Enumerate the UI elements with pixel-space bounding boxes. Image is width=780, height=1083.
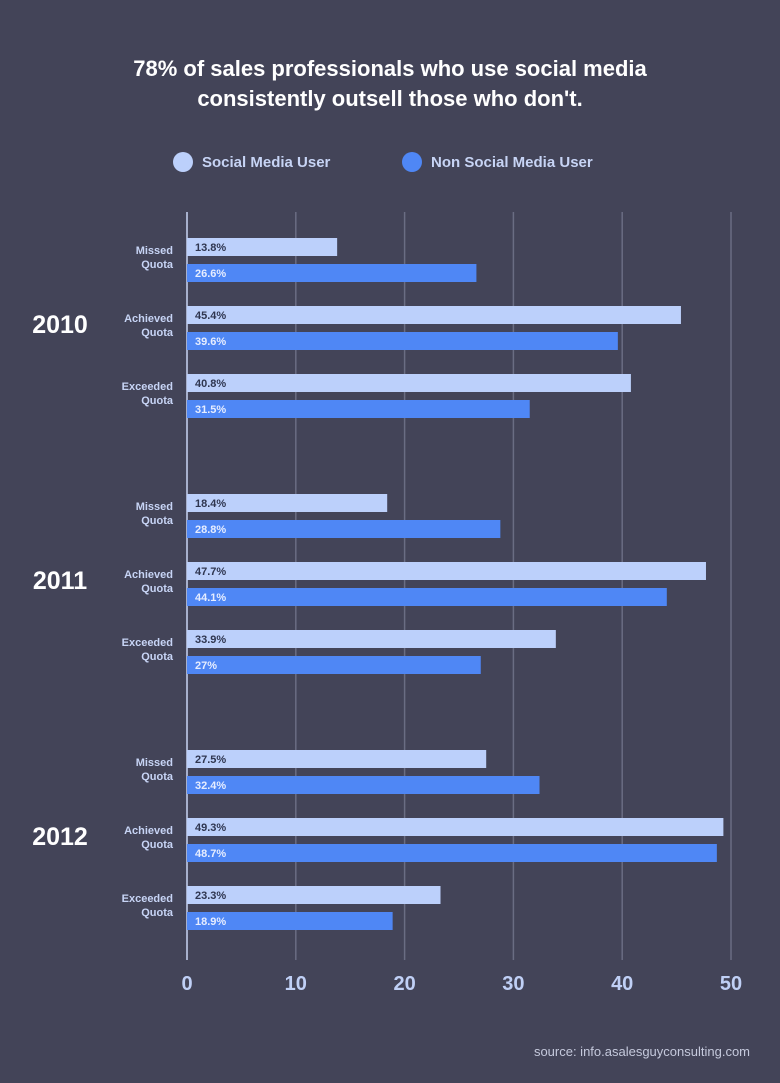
bar: [187, 776, 540, 794]
category-label: Quota: [141, 651, 174, 663]
category-label: Quota: [141, 259, 174, 271]
x-tick-label: 0: [181, 973, 192, 995]
bar: [187, 630, 556, 648]
category-label: Exceeded: [122, 637, 173, 649]
legend-label-non-social: Non Social Media User: [431, 153, 593, 171]
data-label: 45.4%: [195, 310, 226, 322]
bar: [187, 588, 667, 606]
bar: [187, 494, 388, 512]
year-label: 2011: [33, 567, 87, 595]
bar: [187, 818, 724, 836]
category-label: Quota: [141, 515, 174, 527]
data-label: 18.9%: [195, 916, 226, 928]
legend-swatch-social: [173, 152, 193, 172]
data-label: 44.1%: [195, 592, 226, 604]
data-label: 13.8%: [195, 242, 226, 254]
bar: [187, 400, 530, 418]
category-label: Quota: [141, 395, 174, 407]
bar: [187, 656, 481, 674]
category-label: Quota: [141, 839, 174, 851]
category-label: Quota: [141, 907, 174, 919]
category-label: Achieved: [124, 313, 173, 325]
chart-title-line-2: consistently outsell those who don't.: [197, 86, 583, 111]
data-label: 31.5%: [195, 404, 226, 416]
category-label: Quota: [141, 583, 174, 595]
data-label: 27%: [195, 660, 217, 672]
data-label: 32.4%: [195, 780, 226, 792]
data-label: 33.9%: [195, 634, 226, 646]
x-tick-label: 50: [720, 973, 742, 995]
year-label: 2010: [32, 311, 88, 339]
chart-title: 78% of sales professionals who use socia…: [0, 54, 780, 114]
data-label: 23.3%: [195, 890, 226, 902]
bar: [187, 520, 501, 538]
bar: [187, 912, 393, 930]
bar: [187, 264, 477, 282]
x-tick-label: 40: [611, 973, 633, 995]
bar: [187, 238, 338, 256]
legend-item-social: Social Media User: [173, 152, 330, 172]
category-label: Achieved: [124, 569, 173, 581]
category-label: Quota: [141, 771, 174, 783]
bar: [187, 306, 681, 324]
data-label: 39.6%: [195, 336, 226, 348]
data-label: 48.7%: [195, 848, 226, 860]
data-label: 49.3%: [195, 822, 226, 834]
category-label: Exceeded: [122, 381, 173, 393]
data-label: 40.8%: [195, 378, 226, 390]
data-label: 18.4%: [195, 498, 226, 510]
legend-swatch-non-social: [402, 152, 422, 172]
category-label: Quota: [141, 327, 174, 339]
bar: [187, 844, 717, 862]
bar: [187, 886, 441, 904]
source-note: source: info.asalesguyconsulting.com: [533, 1044, 750, 1059]
data-label: 47.7%: [195, 566, 226, 578]
category-label: Missed: [136, 245, 173, 257]
data-label: 27.5%: [195, 754, 226, 766]
legend-label-social: Social Media User: [202, 153, 331, 171]
bar: [187, 750, 487, 768]
category-label: Achieved: [124, 825, 173, 837]
bar: [187, 332, 618, 350]
x-tick-label: 10: [285, 973, 307, 995]
category-label: Exceeded: [122, 893, 173, 905]
category-label: Missed: [136, 501, 173, 513]
category-label: Missed: [136, 757, 173, 769]
x-tick-label: 30: [502, 973, 524, 995]
data-label: 28.8%: [195, 524, 226, 536]
year-label: 2012: [32, 823, 88, 851]
x-tick-label: 20: [393, 973, 415, 995]
bar: [187, 562, 706, 580]
bar: [187, 374, 631, 392]
chart-title-line-1: 78% of sales professionals who use socia…: [133, 56, 647, 81]
data-label: 26.6%: [195, 268, 226, 280]
legend-item-non-social: Non Social Media User: [402, 152, 593, 172]
